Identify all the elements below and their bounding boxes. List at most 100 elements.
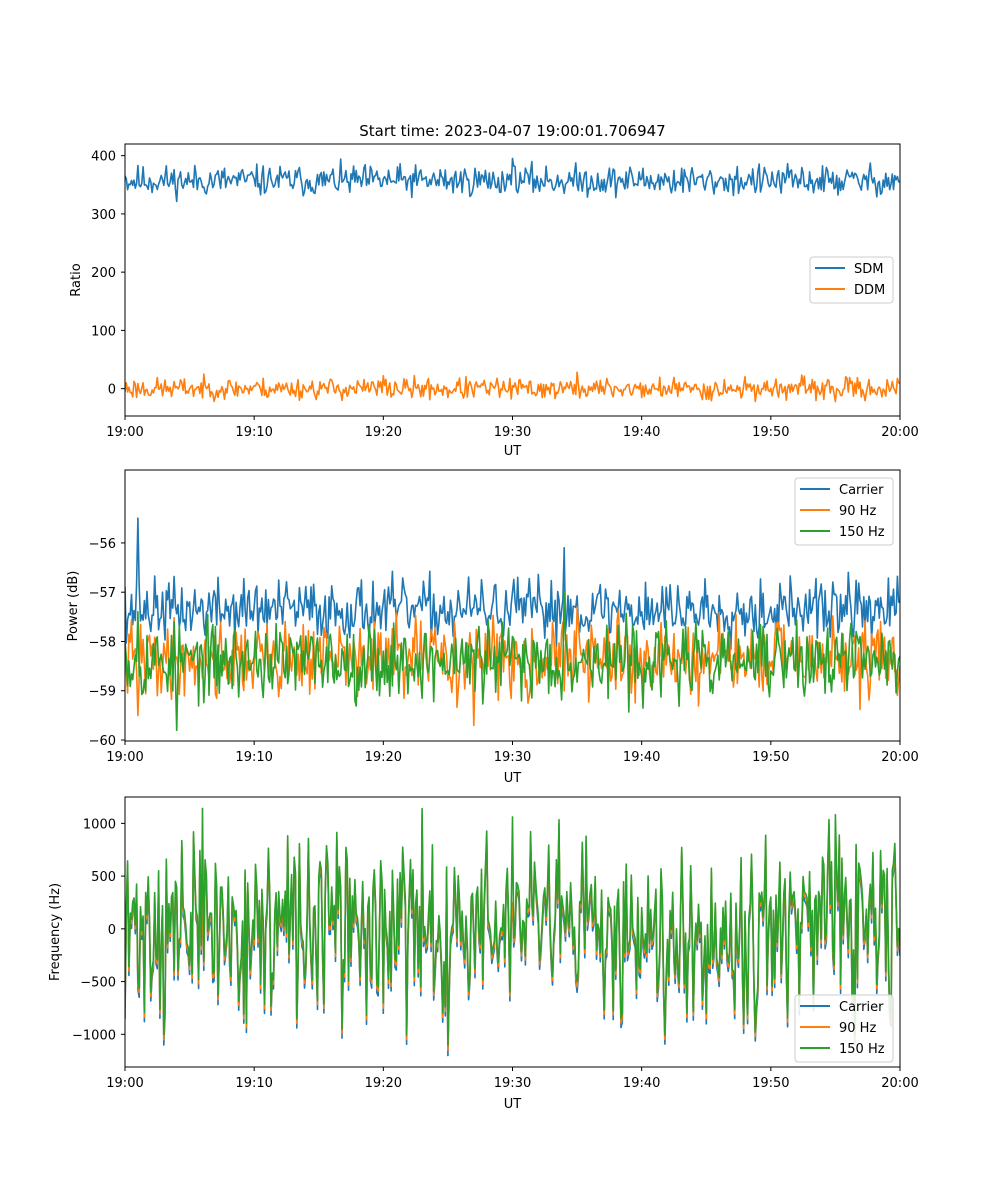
ratio-y-tick-label: 300 xyxy=(91,208,116,223)
frequency-legend-box xyxy=(794,994,894,1063)
power-150-hz-point xyxy=(563,591,565,593)
ratio-y-ticks: 0 100 200 300 400 xyxy=(91,150,125,398)
frequency-x-tick-label: 19:10 xyxy=(235,1076,272,1091)
frequency-y-tick-label: −1000 xyxy=(72,1028,116,1043)
frequency-y-tick-label: 0 xyxy=(108,923,116,938)
frequency-150-hz-point xyxy=(770,896,772,898)
power-90-hz-point xyxy=(472,724,475,727)
frequency-150-hz-point xyxy=(317,875,320,877)
frequency-150-hz-point xyxy=(447,1044,449,1046)
frequency-150-hz-point xyxy=(640,906,643,909)
ratio-ddm-point xyxy=(640,396,643,399)
ratio-x-tick-label: 19:30 xyxy=(494,425,531,440)
power-carrier-point xyxy=(188,601,191,603)
power-carrier-point xyxy=(447,611,449,613)
ratio-sdm-point xyxy=(511,157,514,160)
frequency-y-tick-label: 1000 xyxy=(83,817,116,832)
frequency-y-axis-label: Frequency (Hz) xyxy=(48,883,63,981)
panel-frequency: 19:00 19:10 19:20 19:30 19:40 19:50 20:00 −100… xyxy=(48,796,919,1112)
ratio-sdm-point xyxy=(770,183,772,186)
power-90-hz-point xyxy=(188,670,191,672)
power-y-axis-label: Power (dB) xyxy=(66,571,81,642)
power-150-hz-point xyxy=(705,665,708,667)
frequency-y-ticks: −1000 −500 0 500 1000 xyxy=(72,817,125,1043)
ratio-ddm-point xyxy=(770,387,772,390)
ratio-x-tick-label: 19:00 xyxy=(106,425,143,440)
power-carrier-point xyxy=(563,547,565,549)
power-carrier-point xyxy=(705,606,708,608)
power-y-ticks: −60 −59 −58 −57 −56 xyxy=(89,537,125,749)
ratio-series-sdm xyxy=(125,157,900,203)
frequency-carrier-point xyxy=(705,1022,708,1025)
power-x-tick-label: 19:30 xyxy=(494,750,531,765)
frequency-x-tick-label: 19:50 xyxy=(752,1076,789,1091)
power-x-tick-label: 19:50 xyxy=(752,750,789,765)
frequency-carrier-point xyxy=(382,1012,385,1015)
ratio-ddm-point xyxy=(382,375,385,377)
frequency-90-hz-point xyxy=(447,1049,449,1051)
power-150-hz-point xyxy=(175,729,178,731)
power-carrier-point xyxy=(382,601,385,603)
ratio-ddm-point xyxy=(317,393,320,396)
ratio-ddm-point xyxy=(253,384,255,387)
ratio-sdm-point xyxy=(317,183,320,186)
frequency-150-hz-point xyxy=(201,807,204,810)
ratio-sdm-point xyxy=(640,178,643,180)
ratio-y-tick-label: 0 xyxy=(108,383,116,398)
frequency-150-hz-point xyxy=(511,816,514,818)
frequency-90-hz-point xyxy=(382,1007,385,1009)
frequency-90-hz-point xyxy=(253,943,255,946)
frequency-x-tick-label: 19:20 xyxy=(365,1076,402,1091)
power-x-axis-label: UT xyxy=(504,771,522,786)
power-lines xyxy=(125,517,900,732)
power-90-hz-point xyxy=(137,714,139,717)
frequency-x-ticks: 19:00 19:10 19:20 19:30 19:40 19:50 20:00 xyxy=(106,1067,919,1091)
ratio-sdm-point xyxy=(447,181,449,183)
frequency-y-tick-label: 500 xyxy=(91,870,116,885)
ratio-x-tick-label: 19:40 xyxy=(623,425,660,440)
frequency-150-hz-point xyxy=(382,1001,385,1004)
power-x-tick-label: 19:00 xyxy=(106,750,143,765)
ratio-x-axis-label: UT xyxy=(504,444,522,459)
frequency-x-tick-label: 20:00 xyxy=(881,1076,918,1091)
power-90-hz-point xyxy=(770,665,772,667)
ratio-sdm-point xyxy=(382,178,385,180)
power-150-hz-point xyxy=(317,665,320,667)
ratio-x-tick-label: 20:00 xyxy=(881,425,918,440)
frequency-y-tick-label: −500 xyxy=(80,976,116,991)
frequency-150-hz-point xyxy=(253,938,255,941)
frequency-150-hz-point xyxy=(162,1033,165,1036)
power-legend-90hz-label: 90 Hz xyxy=(839,504,876,519)
power-carrier-point xyxy=(511,591,514,593)
frequency-lines xyxy=(125,807,900,1057)
power-y-tick-label: −59 xyxy=(89,685,116,700)
ratio-ddm-point xyxy=(705,398,708,400)
power-carrier-point xyxy=(317,611,320,613)
ratio-legend-sdm-label: SDM xyxy=(854,262,883,277)
frequency-x-tick-label: 19:30 xyxy=(494,1076,531,1091)
ratio-y-tick-label: 200 xyxy=(91,266,116,281)
frequency-carrier-point xyxy=(447,1054,449,1057)
power-y-tick-label: −57 xyxy=(89,586,116,601)
ratio-sdm-point xyxy=(576,183,578,186)
power-150-hz-point xyxy=(447,670,449,672)
power-legend-box xyxy=(794,477,894,546)
power-carrier-point xyxy=(770,606,772,608)
frequency-carrier-point xyxy=(162,1044,165,1046)
ratio-ddm-point xyxy=(834,400,837,403)
frequency-150-hz-point xyxy=(576,980,578,983)
ratio-x-tick-label: 19:50 xyxy=(752,425,789,440)
frequency-legend: Carrier 90 Hz 150 Hz xyxy=(794,994,894,1063)
power-x-tick-label: 19:20 xyxy=(365,750,402,765)
ratio-y-tick-label: 100 xyxy=(91,324,116,339)
figure-title: Start time: 2023-04-07 19:00:01.706947 xyxy=(359,122,665,140)
frequency-x-axis-label: UT xyxy=(504,1097,522,1112)
power-legend-carrier-label: Carrier xyxy=(839,483,884,498)
ratio-ddm-point xyxy=(188,387,191,390)
power-carrier-point xyxy=(847,571,850,574)
power-150-hz-point xyxy=(640,675,643,677)
ratio-lines xyxy=(125,157,900,403)
power-150-hz-point xyxy=(770,670,772,672)
ratio-sdm-point xyxy=(834,186,837,189)
